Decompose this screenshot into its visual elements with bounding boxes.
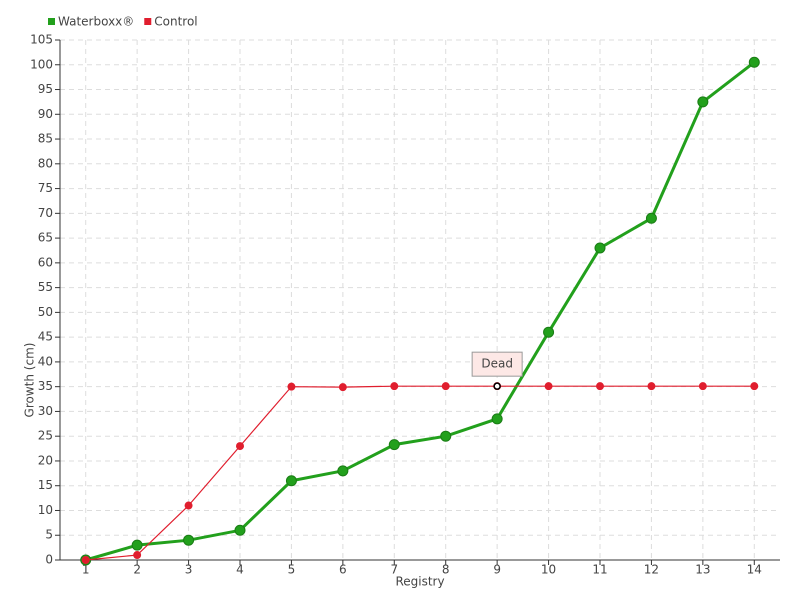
y-axis-label: Growth (cm) [23,343,37,418]
legend-swatch [48,18,55,25]
y-tick-label: 40 [38,354,53,368]
data-point [440,430,452,442]
data-point [337,465,349,477]
y-tick-label: 15 [38,478,53,492]
x-tick-label: 3 [185,563,193,577]
x-tick-label: 4 [236,563,244,577]
annotation-box [471,351,523,377]
y-tick-label: 45 [38,330,53,344]
x-axis-label: Registry [395,575,444,589]
x-tick-label: 10 [541,563,556,577]
x-tick-label: 9 [493,563,501,577]
data-point [285,475,297,487]
data-point [645,212,657,224]
y-tick-label: 30 [38,404,53,418]
y-tick-label: 80 [38,156,53,170]
data-point [748,56,760,68]
data-point [750,382,759,391]
y-tick-label: 55 [38,280,53,294]
legend-label: Control [154,15,197,29]
data-point [596,382,604,391]
y-tick-label: 25 [38,429,53,443]
data-point [236,442,244,451]
y-tick-label: 85 [38,132,53,146]
series-line [85,61,756,562]
y-tick-label: 20 [38,453,53,467]
y-tick-label: 5 [45,528,53,542]
legend-swatch [144,18,152,25]
data-point [183,534,195,546]
y-tick-label: 60 [38,255,53,269]
y-tick-label: 95 [38,82,53,96]
y-tick-label: 70 [38,206,53,220]
x-tick-label: 13 [695,563,710,577]
data-point [594,242,606,254]
x-tick-label: 11 [592,563,607,577]
data-point [544,382,553,391]
data-point [491,413,503,425]
x-tick-label: 12 [644,563,659,577]
data-point [184,501,193,510]
annotation-marker [493,382,501,390]
data-point [133,551,142,560]
y-tick-label: 75 [38,181,53,195]
data-point [81,556,90,564]
y-tick-label: 65 [38,231,53,245]
x-tick-label: 1 [82,563,90,577]
x-tick-label: 14 [747,563,762,577]
data-point [234,524,246,536]
data-point [697,96,709,108]
data-point [287,382,296,391]
y-tick-label: 90 [38,107,53,121]
y-tick-label: 0 [45,553,53,567]
series-line [85,385,755,561]
y-tick-label: 50 [38,305,53,319]
y-tick-label: 10 [38,503,53,517]
annotation-text: Dead [481,357,513,371]
x-tick-label: 7 [390,563,398,577]
data-point [698,382,707,391]
x-tick-label: 2 [133,563,141,577]
data-point [543,326,555,338]
y-tick-label: 100 [30,57,53,71]
x-tick-label: 8 [442,563,450,577]
data-point [390,382,399,391]
data-point [131,539,143,551]
x-tick-label: 6 [339,563,347,577]
y-tick-label: 105 [30,33,53,47]
legend-label: Waterboxx® [58,15,134,29]
x-tick-label: 5 [288,563,296,577]
data-point [388,439,400,451]
y-tick-label: 35 [38,379,53,393]
data-point [338,383,347,392]
data-point [441,382,450,391]
data-point [647,382,656,391]
